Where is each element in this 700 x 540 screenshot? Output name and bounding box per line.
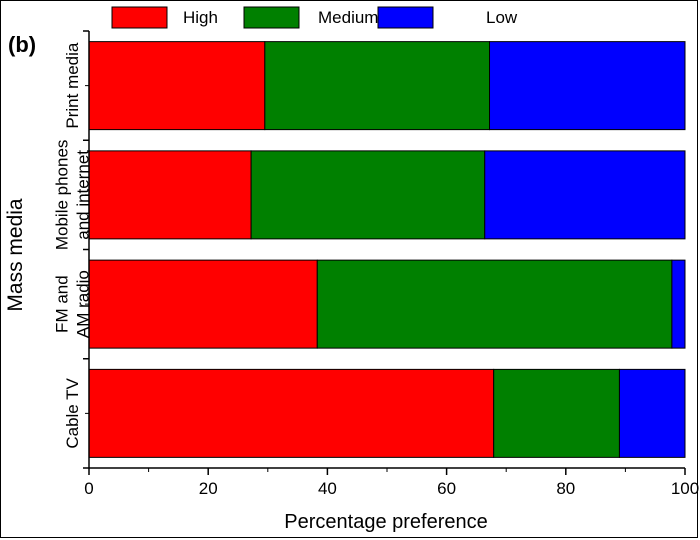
y-tick-label-line: and internet	[74, 150, 93, 240]
bar-low-2	[484, 150, 686, 240]
bar-medium-2	[250, 150, 486, 240]
bar-low-1	[489, 41, 686, 131]
legend-label-high: High	[183, 8, 218, 27]
plot-area	[88, 41, 686, 458]
legend-label-low: Low	[486, 8, 518, 27]
legend-swatch-high	[111, 6, 168, 29]
x-tick-label: 80	[556, 479, 575, 498]
y-tick-label-2: Mobile phones and internet	[53, 140, 93, 251]
x-axis: 0 20 40 60 80 100	[84, 467, 699, 498]
bar-medium-3	[316, 259, 673, 349]
x-tick-label: 100	[671, 479, 699, 498]
legend-label-medium: Medium	[318, 8, 378, 27]
panel-label: (b)	[8, 32, 36, 57]
y-tick-label-line: FM and	[53, 275, 72, 333]
x-tick-label: 0	[84, 479, 93, 498]
bar-high-1	[88, 41, 266, 131]
y-tick-label-line: Mobile phones	[53, 140, 72, 251]
y-tick-label-line: Print media	[63, 42, 82, 129]
bar-high-4	[88, 368, 495, 458]
x-tick-label: 40	[318, 479, 337, 498]
x-axis-label: Percentage preference	[284, 511, 487, 533]
y-axis-label: Mass media	[4, 198, 27, 312]
y-axis: Print media Mobile phones and internet FM a…	[53, 30, 93, 469]
y-tick-label-4: Cable TV	[63, 377, 82, 448]
bar-high-3	[88, 259, 318, 349]
y-tick-label-line: Cable TV	[63, 377, 82, 448]
bar-low-3	[671, 259, 686, 349]
bar-medium-4	[493, 368, 620, 458]
bar-high-2	[88, 150, 252, 240]
bar-low-4	[618, 368, 686, 458]
x-tick-label: 20	[199, 479, 218, 498]
y-tick-label-line: AM radio	[74, 270, 93, 338]
bar-medium-1	[264, 41, 491, 131]
x-tick-label: 60	[437, 479, 456, 498]
y-tick-label-3: FM and AM radio	[53, 270, 93, 338]
legend-swatch-low	[377, 6, 434, 29]
legend: High Medium Low	[111, 6, 518, 29]
legend-swatch-medium	[243, 6, 300, 29]
y-tick-label-1: Print media	[63, 42, 82, 129]
